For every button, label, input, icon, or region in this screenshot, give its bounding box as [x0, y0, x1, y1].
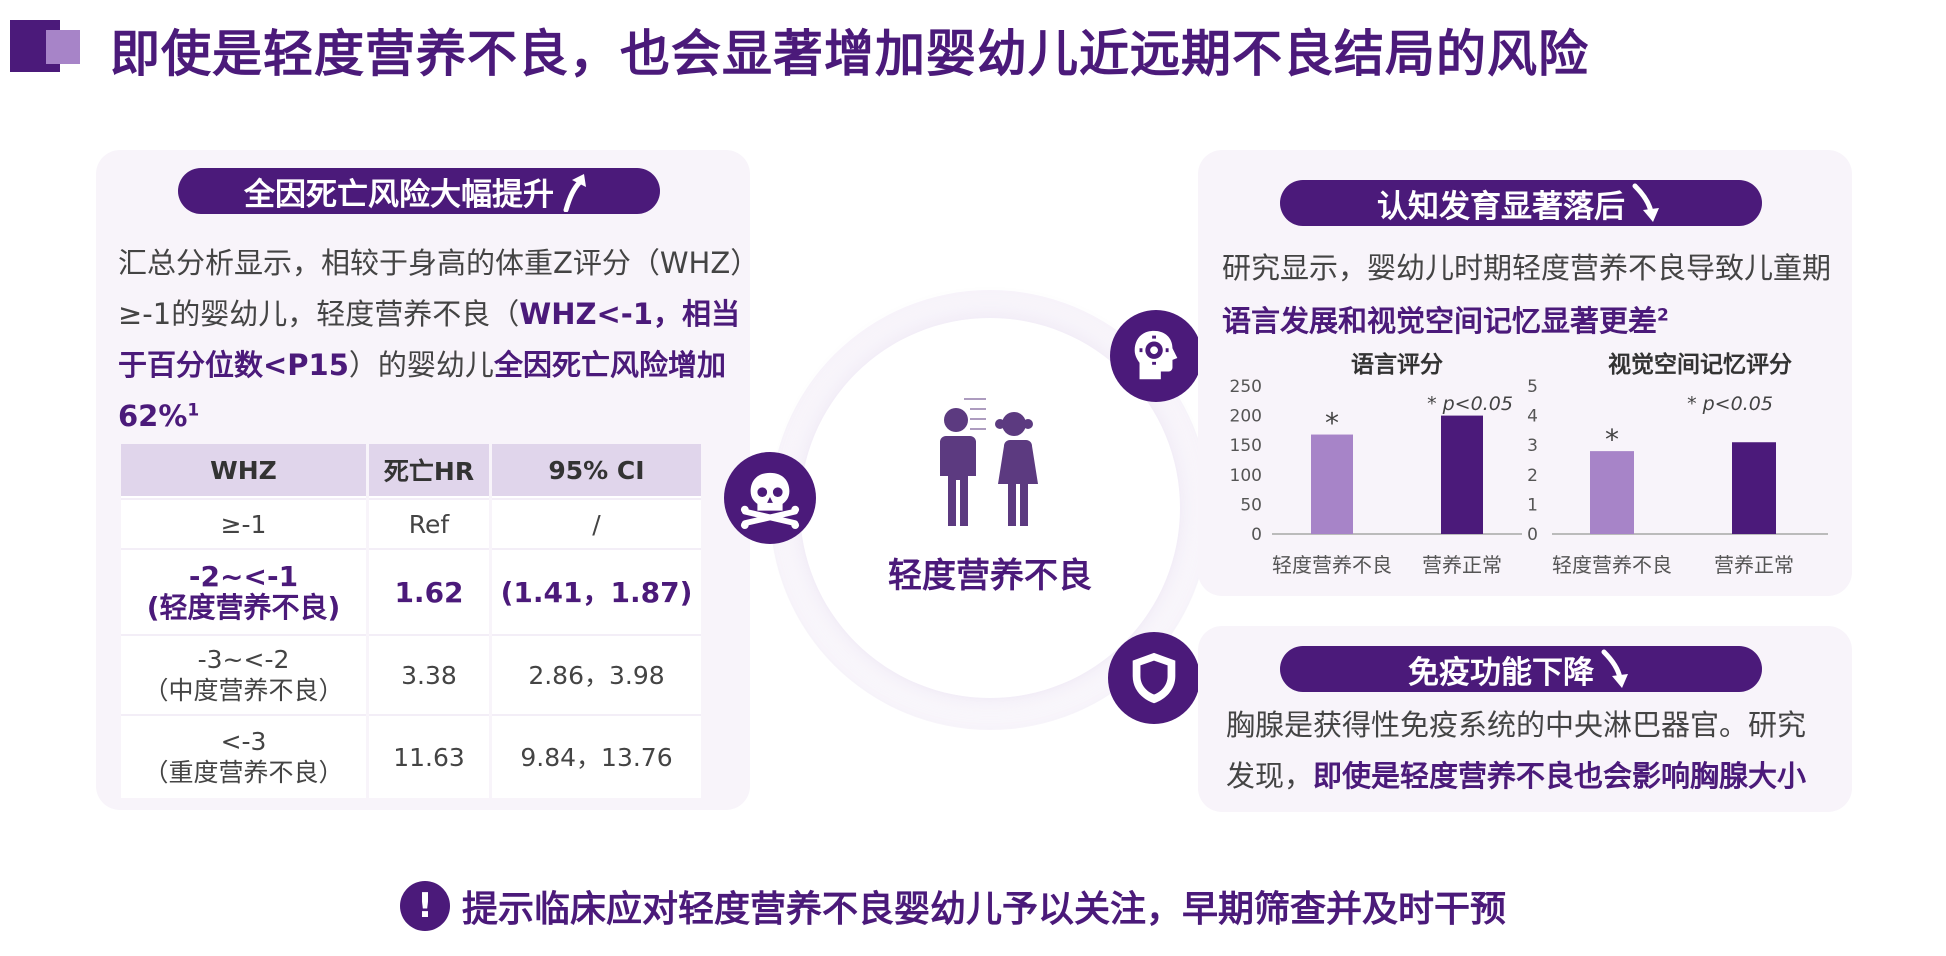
- mortality-line-2a: ≥-1的婴幼儿，轻度营养不良（: [118, 297, 520, 331]
- shield-icon: [1132, 652, 1176, 704]
- immunity-text: 胸腺是获得性免疫系统的中央淋巴器官。研究 发现，即使是轻度营养不良也会影响胸腺大…: [1226, 700, 1846, 802]
- table-header: 95% CI: [492, 444, 701, 498]
- cognition-pill-label: 认知发育显著落后: [1377, 188, 1625, 225]
- mortality-pill: 全因死亡风险大幅提升: [178, 168, 660, 214]
- x-tick-label: 营养正常: [1714, 553, 1794, 577]
- y-tick-label: 150: [1230, 436, 1262, 456]
- bar: [1590, 451, 1634, 534]
- conclusion-text: 提示临床应对轻度营养不良婴幼儿予以关注，早期筛查并及时干预: [462, 889, 1507, 930]
- whz-cell: <-3 （重度营养不良）: [121, 714, 366, 798]
- y-tick-label: 0: [1251, 525, 1262, 545]
- ci-cell: 2.86，3.98: [492, 634, 701, 714]
- chart-annotation: * p<0.05: [1687, 393, 1773, 415]
- y-tick-label: 250: [1230, 377, 1262, 397]
- skull-icon: [740, 472, 800, 529]
- mortality-line-3c: 全因死亡风险增加: [493, 348, 726, 382]
- brain-badge: [1110, 310, 1202, 402]
- y-tick-label: 50: [1240, 495, 1262, 515]
- arrow-down-icon: [1632, 183, 1659, 222]
- title-decoration: [10, 20, 80, 72]
- hr-cell: 1.62: [369, 548, 489, 634]
- significance-star: *: [1325, 407, 1339, 440]
- conclusion: ! 提示临床应对轻度营养不良婴幼儿予以关注，早期筛查并及时干预: [400, 880, 1506, 932]
- y-tick-label: 2: [1527, 466, 1538, 486]
- bar: [1441, 415, 1483, 534]
- mortality-line-3a: 于百分位数<P15: [118, 348, 349, 382]
- mortality-text: 汇总分析显示，相较于身高的体重Z评分（WHZ） ≥-1的婴幼儿，轻度营养不良（W…: [118, 238, 760, 442]
- mortality-line-3b: ）的婴幼儿: [348, 348, 494, 382]
- cognition-pill: 认知发育显著落后: [1280, 180, 1762, 226]
- immunity-line-2a: 发现，: [1226, 759, 1314, 793]
- y-tick-label: 3: [1527, 436, 1538, 456]
- chart-title: 视觉空间记忆评分: [1608, 351, 1792, 378]
- y-tick-label: 4: [1527, 407, 1538, 427]
- immunity-line-2b: 即使是轻度营养不良也会影响胸腺大小: [1313, 759, 1807, 793]
- y-tick-label: 5: [1527, 377, 1538, 397]
- table-row: -2~<-1 (轻度营养不良) 1.62 (1.41，1.87): [121, 548, 701, 634]
- table-row: <-3 （重度营养不良） 11.63 9.84，13.76: [121, 714, 701, 798]
- cognition-text: 研究显示，婴幼儿时期轻度营养不良导致儿童期 语言发展和视觉空间记忆显著更差2: [1222, 242, 1842, 348]
- immunity-pill: 免疫功能下降: [1280, 646, 1762, 692]
- y-tick-label: 1: [1527, 495, 1538, 515]
- whz-cell: ≥-1: [121, 498, 366, 548]
- page-title: 即使是轻度营养不良，也会显著增加婴幼儿近远期不良结局的风险: [110, 25, 1589, 83]
- mortality-pill-label: 全因死亡风险大幅提升: [244, 176, 554, 213]
- hr-cell: 3.38: [369, 634, 489, 714]
- x-tick-label: 营养正常: [1422, 553, 1502, 577]
- arrow-up-icon: [563, 174, 586, 212]
- hr-cell: 11.63: [369, 714, 489, 798]
- y-tick-label: 200: [1230, 407, 1262, 427]
- mortality-line-1: 汇总分析显示，相较于身高的体重Z评分（WHZ）: [118, 246, 760, 280]
- ci-cell: 9.84，13.76: [492, 714, 701, 798]
- brain-gear-icon: [1134, 330, 1178, 380]
- table-row: -3~<-2 （中度营养不良） 3.38 2.86，3.98: [121, 634, 701, 714]
- whz-cell: -3~<-2 （中度营养不良）: [121, 634, 366, 714]
- table-header: 死亡HR: [369, 444, 489, 498]
- cognition-line-1: 研究显示，婴幼儿时期轻度营养不良导致儿童期: [1222, 251, 1832, 285]
- table-header: WHZ: [121, 444, 366, 498]
- hazard-ratio-table: WHZ 死亡HR 95% CI ≥-1 Ref / -2~<-1 (轻度营养不良)…: [118, 444, 704, 798]
- center-label: 轻度营养不良: [888, 556, 1092, 596]
- shield-badge: [1108, 632, 1200, 724]
- chart-title: 语言评分: [1351, 351, 1443, 378]
- mortality-line-4: 62%: [118, 399, 188, 433]
- arrow-down-icon: [1601, 649, 1628, 688]
- whz-cell: -2~<-1 (轻度营养不良): [121, 548, 366, 634]
- significance-star: *: [1605, 423, 1619, 456]
- ci-cell: /: [492, 498, 701, 548]
- bar: [1311, 434, 1353, 534]
- cognition-line-2: 语言发展和视觉空间记忆显著更差: [1222, 304, 1658, 338]
- x-tick-label: 轻度营养不良: [1272, 553, 1392, 577]
- table-row: ≥-1 Ref /: [121, 498, 701, 548]
- hr-cell: Ref: [369, 498, 489, 548]
- reference-2: 2: [1657, 305, 1669, 326]
- y-tick-label: 100: [1230, 466, 1262, 486]
- children-icon: [940, 398, 1038, 526]
- mortality-line-2b: WHZ<-1，相当: [519, 297, 741, 331]
- ci-cell: (1.41，1.87): [492, 548, 701, 634]
- reference-1: 1: [187, 400, 200, 421]
- x-tick-label: 轻度营养不良: [1552, 553, 1672, 577]
- chart-annotation: * p<0.05: [1427, 393, 1513, 415]
- bar: [1732, 442, 1776, 534]
- immunity-line-1: 胸腺是获得性免疫系统的中央淋巴器官。研究: [1226, 708, 1807, 742]
- exclamation-icon: !: [400, 881, 450, 931]
- skull-badge: [724, 452, 816, 544]
- immunity-pill-label: 免疫功能下降: [1408, 654, 1594, 691]
- y-tick-label: 0: [1527, 525, 1538, 545]
